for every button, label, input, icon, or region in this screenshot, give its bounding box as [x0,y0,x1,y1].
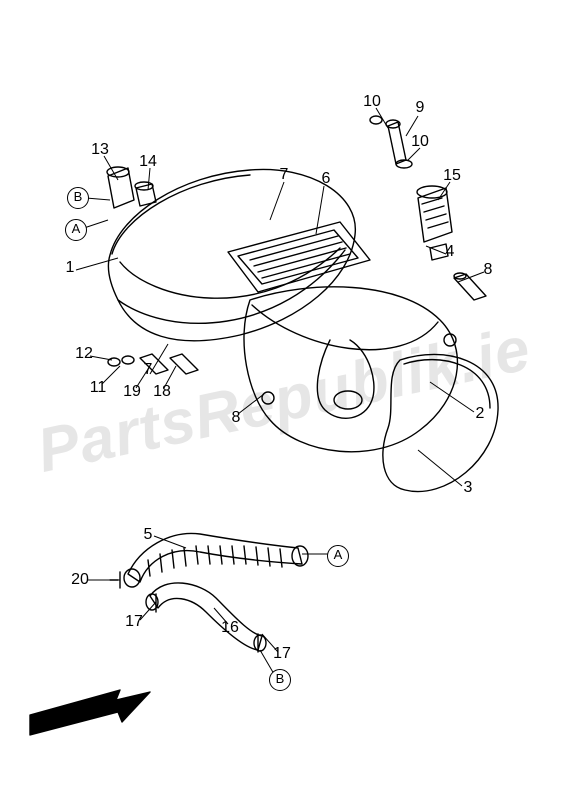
callout-19: 19 [123,383,141,401]
callout-7: 7 [280,166,289,184]
callout-12: 12 [75,345,93,363]
callout-4: 4 [446,243,455,261]
callout-8b: 8 [232,409,241,427]
part-intake-hose [110,533,308,588]
part-breather-hose [146,583,266,652]
part-air-cleaner-case [244,287,457,452]
callout-A: A [65,219,87,241]
callout-Bb: B [269,669,291,691]
part-bolt-collar-set [108,354,198,374]
callout-20: 20 [71,571,89,589]
callout-1: 1 [66,259,75,277]
callout-9: 9 [416,99,425,117]
callout-5: 5 [144,526,153,544]
callout-10: 10 [363,93,381,111]
callout-13: 13 [91,141,109,159]
callout-17: 17 [125,613,143,631]
callout-7b: 7 [144,361,153,379]
callout-10b: 10 [411,133,429,151]
callout-3: 3 [464,479,473,497]
callout-B: B [67,187,89,209]
callout-2: 2 [476,405,485,423]
callout-8: 8 [484,261,493,279]
callout-15: 15 [443,167,461,185]
callout-Ab: A [327,545,349,567]
callout-18: 18 [153,383,171,401]
callout-16: 16 [221,619,239,637]
callout-6: 6 [322,170,331,188]
callout-14: 14 [139,153,157,171]
callout-11: 11 [90,379,107,397]
part-bolt-assembly-top [370,116,412,168]
direction-arrow [30,690,150,735]
callout-17b: 17 [273,645,291,663]
